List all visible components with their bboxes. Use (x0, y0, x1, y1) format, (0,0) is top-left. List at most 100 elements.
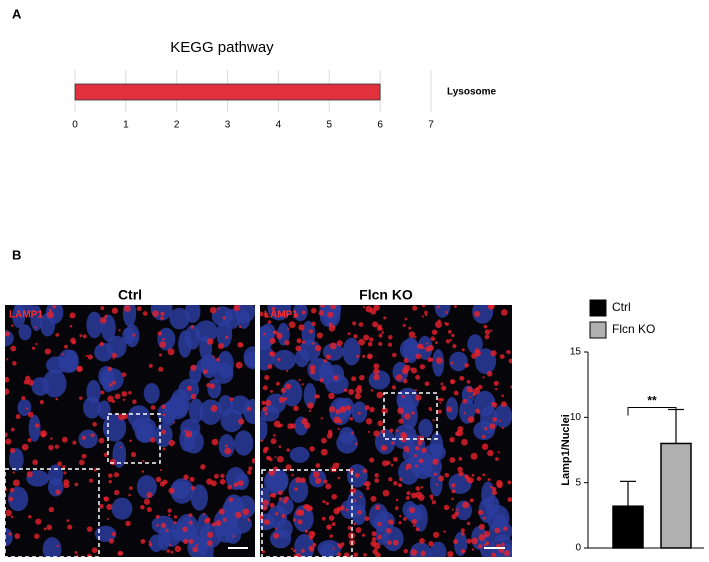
significance-label: ** (647, 394, 657, 408)
lysosome-dot (439, 401, 442, 404)
nucleus (211, 306, 233, 327)
lysosome-dot (57, 461, 63, 467)
lysosome-dot (46, 524, 53, 531)
lysosome-dot (284, 339, 290, 346)
lysosome-dot (35, 342, 38, 346)
lysosome-dot (337, 476, 341, 480)
lysosome-dot (274, 456, 277, 459)
stain-label: LAMP1 (264, 310, 298, 321)
lysosome-dot (183, 474, 189, 480)
lysosome-dot (377, 534, 382, 540)
lysosome-dot (358, 322, 364, 327)
lysosome-dot (184, 429, 187, 432)
nucleus (417, 335, 433, 360)
lysosome-dot (158, 366, 164, 372)
lysosome-dot (308, 329, 314, 334)
lysosome-dot (269, 457, 273, 462)
lysosome-dot (369, 457, 375, 463)
lysosome-dot (374, 473, 379, 478)
lysosome-dot (495, 457, 499, 461)
lysosome-dot (11, 324, 14, 327)
lysosome-dot (26, 471, 33, 478)
lysosome-dot (357, 411, 361, 415)
lysosome-dot (363, 334, 370, 341)
nucleus (430, 541, 447, 557)
lysosome-dot (114, 489, 120, 496)
nucleus (28, 414, 41, 442)
lysosome-dot (310, 307, 317, 314)
lysosome-dot (333, 416, 341, 424)
y-tick-label: 0 (575, 543, 581, 554)
lysosome-dot (315, 463, 321, 468)
lysosome-dot (209, 306, 217, 314)
lysosome-dot (357, 384, 362, 390)
lysosome-dot (215, 520, 222, 527)
lysosome-dot (325, 483, 332, 490)
lysosome-dot (63, 482, 70, 489)
lysosome-dot (354, 393, 362, 400)
lysosome-dot (34, 423, 40, 428)
lysosome-dot (405, 467, 409, 471)
lysosome-dot (332, 462, 340, 470)
lysosome-dot (142, 311, 148, 316)
lysosome-dot (314, 394, 319, 399)
nucleus (190, 484, 208, 511)
lysosome-dot (297, 519, 303, 525)
stain-label: LAMP1 (9, 310, 43, 321)
nucleus (178, 330, 192, 358)
lysosome-dot (323, 479, 328, 484)
nucleus (5, 527, 13, 547)
lysosome-dot (395, 374, 403, 381)
nucleus (342, 337, 361, 366)
lysosome-dot (150, 437, 156, 443)
lysosome-dot (415, 527, 420, 532)
lysosome-dot (476, 476, 482, 481)
lysosome-dot (170, 550, 174, 554)
lysosome-dot (291, 473, 294, 477)
lysosome-dot (92, 421, 97, 427)
lysosome-dot (233, 305, 241, 312)
lysosome-dot (451, 497, 454, 501)
lysosome-dot (293, 518, 297, 522)
lysosome-dot (143, 498, 151, 505)
lysosome-dot (284, 496, 289, 501)
lysosome-dot (76, 366, 82, 372)
lysosome-dot (491, 552, 497, 557)
x-tick-label: 2 (174, 120, 180, 131)
lysosome-dot (264, 446, 269, 451)
lysosome-dot (412, 524, 416, 527)
lysosome-dot (86, 553, 92, 557)
lysosome-dot (287, 423, 294, 430)
lysosome-dot (61, 436, 68, 443)
lysosome-dot (393, 481, 398, 486)
lysosome-dot (478, 544, 483, 549)
lysosome-dot (148, 540, 151, 544)
lysosome-dot (353, 334, 358, 339)
category-label: Lysosome (447, 87, 497, 98)
inset-boxes (4, 392, 438, 558)
lysosome-dot (365, 418, 373, 425)
lysosome-dot (111, 532, 116, 537)
lysosome-dot (473, 310, 481, 318)
lysosome-dot (295, 345, 302, 352)
lysosome-dot (229, 397, 234, 402)
lysosome-dot (146, 492, 153, 498)
lysosome-dot (316, 332, 323, 339)
lysosome-dot (167, 508, 172, 513)
lysosome-dot (76, 554, 79, 557)
lysosome-dot (209, 383, 215, 389)
lysosome-dot (345, 405, 352, 411)
lysosome-dot (426, 342, 429, 345)
lysosome-dot (220, 473, 225, 479)
lysosome-dot (166, 549, 170, 553)
lysosome-dot (440, 397, 444, 402)
lysosome-dot (343, 388, 348, 392)
lysosome-dot (309, 364, 316, 371)
lysosome-dot (235, 361, 243, 369)
lysosome-dot (354, 499, 357, 502)
lysosome-dot (260, 311, 264, 317)
lysosome-dot (132, 333, 136, 337)
lysosome-dot (504, 550, 511, 557)
lysosome-dot (347, 332, 351, 336)
